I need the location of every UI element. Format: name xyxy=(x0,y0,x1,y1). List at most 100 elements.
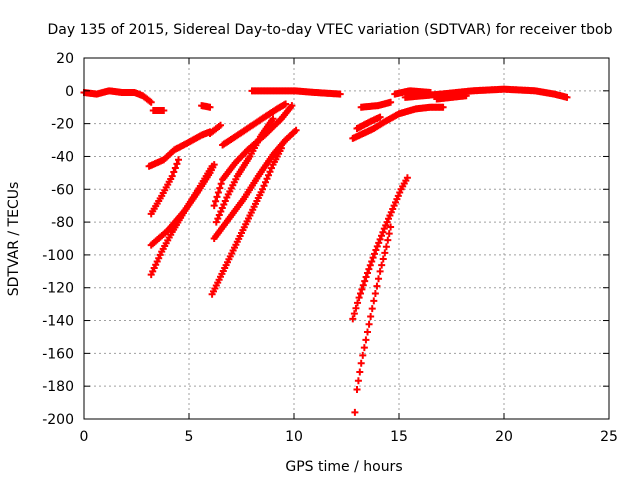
data-point xyxy=(259,185,266,193)
satellite-track xyxy=(353,113,384,133)
data-point xyxy=(221,197,229,205)
data-point xyxy=(373,242,381,250)
satellite-track xyxy=(401,85,571,101)
data-point xyxy=(277,144,285,152)
data-point xyxy=(371,289,379,297)
satellite-track xyxy=(208,144,285,298)
data-point xyxy=(168,172,176,180)
data-point xyxy=(336,90,344,98)
data-point xyxy=(376,235,384,243)
data-point xyxy=(369,254,377,262)
satellite-track xyxy=(149,107,168,115)
data-point xyxy=(217,180,225,188)
data-point xyxy=(364,328,371,336)
data-point xyxy=(385,230,393,238)
data-point xyxy=(269,115,277,123)
data-point xyxy=(260,182,268,190)
satellite-track xyxy=(80,87,155,106)
data-point xyxy=(208,162,216,170)
data-point xyxy=(384,236,392,244)
y-tick-label: -80 xyxy=(51,215,74,231)
data-point xyxy=(353,385,361,393)
data-point xyxy=(373,282,381,290)
data-point xyxy=(262,178,269,186)
data-point xyxy=(364,269,371,277)
satellite-track xyxy=(212,115,277,226)
satellite-track xyxy=(357,98,395,111)
data-point xyxy=(375,239,383,247)
y-tick-label: -200 xyxy=(42,412,74,428)
x-tick-label: 5 xyxy=(185,429,194,445)
y-tick-label: -140 xyxy=(42,314,74,330)
data-point xyxy=(362,336,370,344)
data-point xyxy=(356,368,364,376)
data-point xyxy=(263,175,271,183)
data-point xyxy=(375,275,383,283)
data-point xyxy=(266,168,274,176)
data-point xyxy=(173,160,181,168)
data-point xyxy=(218,204,226,212)
data-point xyxy=(350,310,358,318)
data-point xyxy=(403,174,411,182)
satellite-track xyxy=(219,100,290,149)
y-axis-title: SDTVAR / TECUs xyxy=(6,182,22,297)
data-point xyxy=(175,156,182,164)
data-point xyxy=(170,168,178,176)
data-point xyxy=(357,359,365,367)
data-point xyxy=(217,121,224,129)
data-point xyxy=(210,202,218,210)
data-point xyxy=(462,92,470,100)
satellite-track xyxy=(351,223,395,416)
data-point xyxy=(214,215,222,223)
x-tick-label: 20 xyxy=(495,429,513,445)
data-point xyxy=(206,103,214,111)
data-point xyxy=(351,408,359,416)
chart-title: Day 135 of 2015, Sidereal Day-to-day VTE… xyxy=(47,22,612,38)
y-tick-label: -20 xyxy=(51,117,74,133)
satellite-track xyxy=(206,121,224,137)
y-tick-label: -180 xyxy=(42,379,74,395)
satellite-track xyxy=(349,174,411,323)
axis-ticks: 0 5 10 15 20 25 20 0 -20 -40 -60 -80 -100 -120 -140 -16… xyxy=(42,51,618,445)
x-axis-title: GPS time / hours xyxy=(285,459,402,475)
data-point xyxy=(379,228,387,236)
y-tick-label: -60 xyxy=(51,182,74,198)
data-point xyxy=(387,98,395,106)
data-point xyxy=(160,107,168,115)
data-point xyxy=(371,250,378,258)
x-tick-label: 0 xyxy=(80,429,89,445)
data-point xyxy=(354,299,362,307)
satellite-track xyxy=(248,87,344,98)
data-point xyxy=(357,289,364,297)
data-point xyxy=(213,193,221,201)
data-point xyxy=(147,98,155,106)
y-tick-label: -160 xyxy=(42,346,74,362)
data-point xyxy=(365,320,373,328)
x-tick-label: 15 xyxy=(390,429,408,445)
data-point xyxy=(355,294,363,302)
satellite-track xyxy=(349,103,447,142)
data-point xyxy=(359,281,367,289)
data-point xyxy=(379,255,387,263)
satellite-track xyxy=(198,102,214,111)
data-point xyxy=(265,171,272,179)
data-point xyxy=(368,305,376,313)
data-point xyxy=(368,257,376,265)
data-points xyxy=(80,85,571,416)
data-point xyxy=(367,312,375,320)
plot-frame xyxy=(83,57,610,420)
data-point xyxy=(439,103,447,111)
x-tick-label: 10 xyxy=(285,429,303,445)
data-point xyxy=(361,277,369,285)
data-point xyxy=(288,102,296,110)
data-point xyxy=(216,184,224,192)
data-point xyxy=(376,113,384,121)
y-tick-label: -40 xyxy=(51,149,74,165)
data-point xyxy=(365,265,373,273)
data-point xyxy=(360,344,368,352)
data-point xyxy=(214,189,222,197)
data-point xyxy=(349,315,357,323)
satellite-track xyxy=(433,92,470,103)
data-point xyxy=(359,351,367,359)
